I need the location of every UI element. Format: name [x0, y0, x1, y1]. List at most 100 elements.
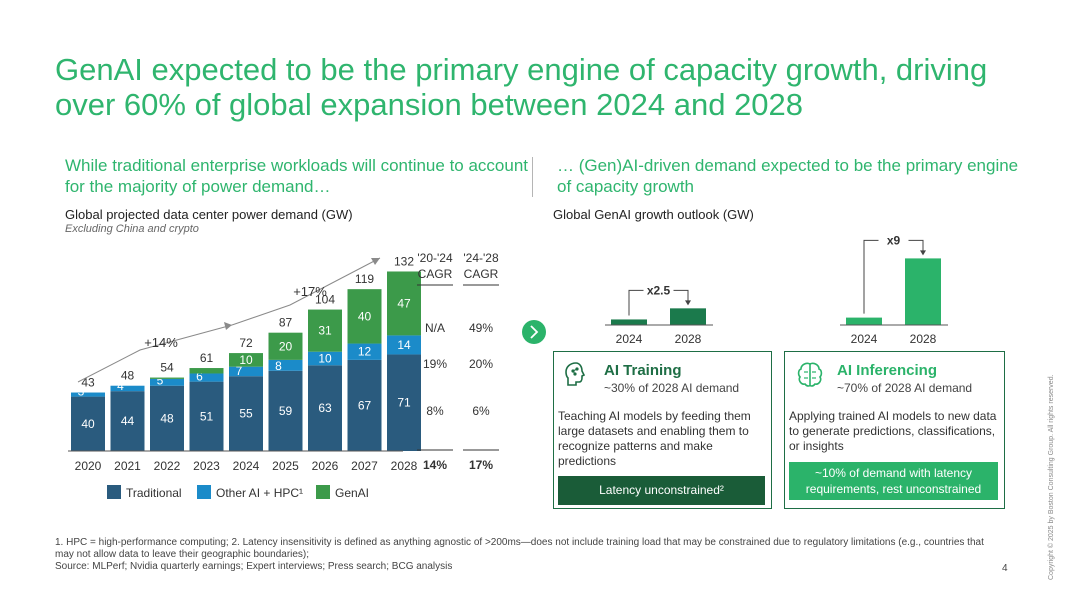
- value-label-genai-2022: 1: [171, 363, 178, 377]
- x-tick-2023: 2023: [193, 459, 220, 473]
- bar-traditional-2028: [387, 354, 421, 451]
- bar-traditional-2022: [150, 385, 184, 451]
- value-label-genai-2028: 47: [397, 296, 411, 310]
- bar-otheraihpc-2027: [347, 343, 382, 360]
- bar-genai-2023: [189, 368, 224, 374]
- value-label-otheraihpc-2024: 7: [236, 364, 243, 378]
- value-label-otheraihpc-2023: 6: [196, 370, 203, 384]
- growth-label-2: +17%: [293, 284, 327, 299]
- cagr-genai-2028: 49%: [469, 321, 493, 335]
- bar-traditional-2027: [347, 359, 382, 451]
- right-subtitle: … (Gen)AI-driven demand expected to be t…: [557, 156, 1019, 196]
- cagr-header-1b: CAGR: [418, 267, 453, 281]
- ai-training-share: ~30% of 2028 AI demand: [604, 381, 740, 395]
- bar-otheraihpc-2025: [268, 359, 303, 371]
- page-number: 4: [1002, 563, 1008, 574]
- value-label-traditional-2023: 51: [200, 409, 214, 423]
- value-label-otheraihpc-2020: 3: [78, 385, 85, 399]
- bar-traditional-2023: [189, 381, 224, 451]
- left-chart-note: Excluding China and crypto: [65, 223, 199, 235]
- bar-genai-2024: [229, 353, 263, 367]
- growth-arrow-1-head: [224, 322, 232, 330]
- bar-traditional-2026: [308, 365, 342, 451]
- legend-label-otherai: Other AI + HPC¹: [216, 486, 303, 500]
- total-label-2025: 87: [279, 316, 293, 330]
- latency-requirements-pill: ~10% of demand with latency requirements…: [789, 462, 998, 500]
- bar-otheraihpc-2024: [229, 366, 263, 377]
- value-label-genai-2023: 4: [210, 356, 217, 370]
- cagr-otherai-2024: 19%: [423, 357, 447, 371]
- bar-otheraihpc-2026: [308, 351, 342, 366]
- x-tick-2022: 2022: [154, 459, 181, 473]
- inferencing-multiplier: x9: [887, 233, 901, 247]
- value-label-traditional-2026: 63: [318, 401, 332, 415]
- inferencing-bar-2028: [905, 258, 941, 325]
- legend-label-traditional: Traditional: [126, 486, 182, 500]
- bar-genai-2022: [150, 377, 184, 379]
- cagr-traditional-2028: 6%: [472, 404, 490, 418]
- bar-traditional-2021: [110, 391, 145, 451]
- inferencing-x-tick-2024: 2024: [851, 332, 878, 346]
- chevron-right-icon: [530, 325, 539, 339]
- x-tick-2026: 2026: [312, 459, 339, 473]
- latency-unconstrained-pill: Latency unconstrained²: [558, 476, 765, 505]
- growth-label-1: +14%: [144, 335, 178, 350]
- value-label-otheraihpc-2028: 14: [397, 338, 411, 352]
- footnote: 1. HPC = high-performance computing; 2. …: [55, 537, 984, 572]
- legend-swatch-otherai: [197, 485, 211, 499]
- page-title: GenAI expected to be the primary engine …: [55, 52, 988, 122]
- value-label-genai-2021: 0: [131, 371, 138, 385]
- training-bar-2028: [670, 308, 706, 325]
- growth-arrow-1: [77, 324, 233, 383]
- x-tick-2024: 2024: [233, 459, 260, 473]
- value-label-traditional-2022: 48: [160, 411, 174, 425]
- bar-genai-2028: [387, 271, 421, 336]
- value-label-genai-2024: 10: [239, 353, 253, 367]
- ai-training-description: Teaching AI models by feeding them large…: [558, 409, 751, 468]
- x-tick-2021: 2021: [114, 459, 141, 473]
- value-label-otheraihpc-2025: 8: [275, 359, 282, 373]
- value-label-otheraihpc-2026: 10: [318, 352, 332, 366]
- training-x-tick-2028: 2028: [675, 332, 702, 346]
- right-chart-caption: Global GenAI growth outlook (GW): [553, 207, 754, 222]
- legend-swatch-genai: [316, 485, 330, 499]
- inferencing-multiplier-bg: [878, 232, 909, 249]
- transition-arrow-circle: [522, 320, 546, 344]
- value-label-genai-2020: 0: [92, 379, 99, 393]
- value-label-traditional-2025: 59: [279, 404, 293, 418]
- total-label-2027: 119: [355, 272, 374, 286]
- x-tick-2028: 2028: [391, 459, 418, 473]
- value-label-traditional-2020: 40: [81, 417, 95, 431]
- value-label-genai-2026: 31: [318, 324, 332, 338]
- inferencing-bar-2024: [846, 317, 882, 325]
- cagr-header-1a: '20-'24: [417, 251, 453, 265]
- bar-traditional-2025: [268, 370, 303, 451]
- training-bracket-arrowhead: [685, 300, 691, 306]
- cagr-total-2024: 14%: [423, 458, 447, 472]
- training-multiplier-bg: [643, 282, 674, 299]
- cagr-traditional-2024: 8%: [426, 404, 444, 418]
- bar-otheraihpc-2028: [387, 335, 421, 355]
- legend-label-genai: GenAI: [335, 486, 369, 500]
- bar-genai-2026: [308, 309, 342, 352]
- cagr-header-2b: CAGR: [464, 267, 499, 281]
- training-multiplier: x2.5: [647, 283, 671, 297]
- bar-traditional-2024: [229, 376, 263, 451]
- training-x-tick-2024: 2024: [616, 332, 643, 346]
- x-tick-2025: 2025: [272, 459, 299, 473]
- legend-swatch-traditional: [107, 485, 121, 499]
- total-label-2024: 72: [239, 336, 253, 350]
- total-label-2022: 54: [160, 361, 174, 375]
- total-label-2023: 61: [200, 351, 214, 365]
- x-tick-2020: 2020: [75, 459, 102, 473]
- total-label-2028: 132: [394, 254, 414, 268]
- training-bar-2024: [611, 319, 647, 325]
- cagr-genai-2024: N/A: [425, 321, 445, 335]
- bar-otheraihpc-2022: [150, 378, 184, 386]
- total-label-2026: 104: [315, 293, 335, 307]
- total-label-2020: 43: [81, 376, 95, 390]
- total-label-2021: 48: [121, 369, 135, 383]
- ai-inferencing-box: AI Inferencing ~70% of 2028 AI demand Ap…: [784, 351, 1005, 509]
- value-label-traditional-2028: 71: [397, 396, 411, 410]
